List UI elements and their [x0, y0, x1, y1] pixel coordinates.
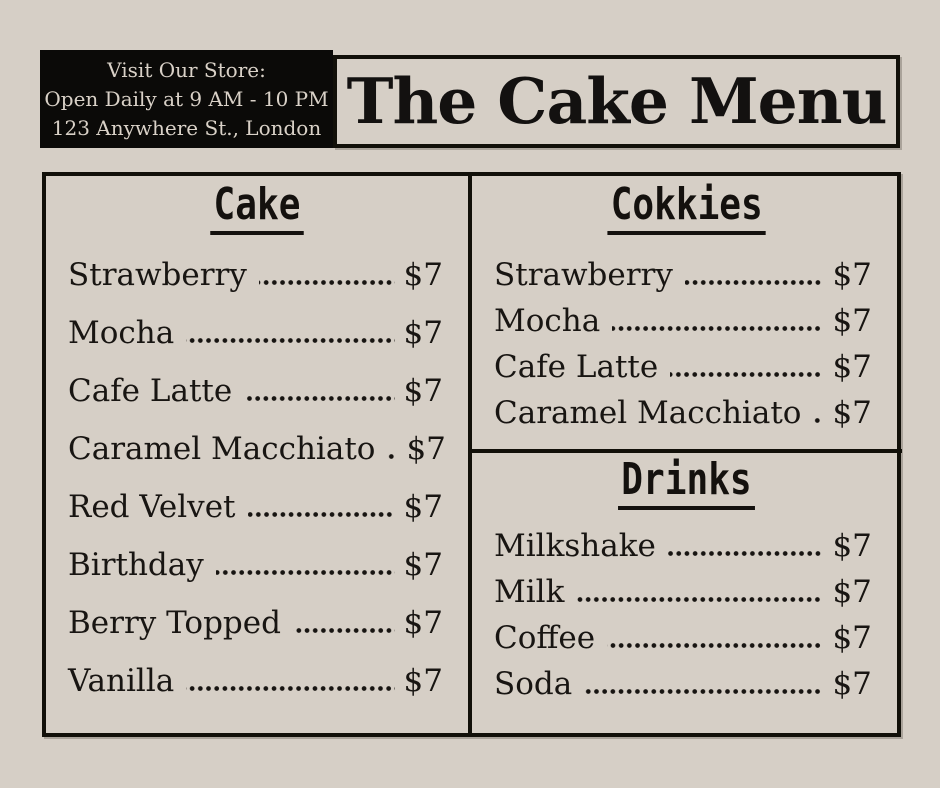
menu-item-price: $7	[832, 303, 872, 339]
menu-item-name: Milkshake	[494, 528, 656, 564]
store-info-box: Visit Our Store: Open Daily at 9 AM - 10…	[40, 50, 333, 148]
menu-item-row: Strawberry $7	[494, 259, 872, 292]
section-cake: Cake Strawberry $7 Mocha $7 Cafe Latte $…	[46, 176, 472, 733]
menu-item-row: Red Velvet $7	[68, 491, 443, 524]
dotted-leader	[186, 338, 395, 343]
title-box: The Cake Menu	[333, 55, 900, 148]
section-heading-cookies: Cokkies	[472, 183, 902, 235]
dotted-leader	[813, 418, 824, 423]
dotted-leader	[607, 643, 824, 648]
dotted-leader	[576, 597, 824, 602]
menu-item-price: $7	[403, 605, 443, 641]
menu-item-price: $7	[403, 373, 443, 409]
menu-item-row: Milkshake $7	[494, 530, 872, 563]
menu-item-name: Cafe Latte	[68, 373, 233, 409]
store-info-line: 123 Anywhere St., London	[51, 115, 322, 140]
menu-item-name: Caramel Macchiato	[494, 395, 802, 431]
dotted-leader	[292, 628, 395, 633]
menu-item-row: Milk $7	[494, 576, 872, 609]
menu-item-name: Red Velvet	[68, 489, 236, 525]
section-heading-drinks: Drinks	[472, 458, 902, 510]
store-info-line: Visit Our Store:	[107, 57, 266, 82]
menu-item-row: Birthday $7	[68, 549, 443, 582]
section-drinks: Drinks Milkshake $7 Milk $7 Coffee $7	[472, 453, 902, 733]
menu-item-price: $7	[832, 666, 872, 702]
dotted-leader	[387, 454, 398, 459]
menu-item-name: Vanilla	[68, 663, 175, 699]
dotted-leader	[670, 372, 824, 377]
cookies-item-list: Strawberry $7 Mocha $7 Cafe Latte $7 Car…	[472, 259, 902, 443]
menu-item-row: Coffee $7	[494, 622, 872, 655]
menu-item-row: Strawberry $7	[68, 259, 443, 292]
menu-item-price: $7	[403, 663, 443, 699]
menu-item-price: $7	[403, 315, 443, 351]
dotted-leader	[244, 396, 395, 401]
menu-item-price: $7	[832, 349, 872, 385]
menu-item-name: Mocha	[68, 315, 175, 351]
menu-item-row: Soda $7	[494, 668, 872, 701]
menu-item-row: Berry Topped $7	[68, 607, 443, 640]
menu-item-row: Mocha $7	[494, 305, 872, 338]
menu-item-name: Mocha	[494, 303, 601, 339]
menu-item-price: $7	[406, 431, 446, 467]
menu-item-price: $7	[832, 620, 872, 656]
menu-item-row: Cafe Latte $7	[68, 375, 443, 408]
dotted-leader	[667, 551, 824, 556]
dotted-leader	[584, 689, 824, 694]
menu-item-price: $7	[403, 489, 443, 525]
drinks-item-list: Milkshake $7 Milk $7 Coffee $7 Soda	[472, 530, 902, 714]
page-title: The Cake Menu	[346, 64, 888, 138]
menu-item-row: Cafe Latte $7	[494, 351, 872, 384]
store-info-line: Open Daily at 9 AM - 10 PM	[44, 86, 329, 111]
menu-item-name: Strawberry	[494, 257, 673, 293]
cake-item-list: Strawberry $7 Mocha $7 Cafe Latte $7 Car…	[46, 259, 468, 723]
menu-item-price: $7	[403, 547, 443, 583]
menu-board: Cake Strawberry $7 Mocha $7 Cafe Latte $…	[42, 172, 902, 737]
menu-item-name: Strawberry	[68, 257, 247, 293]
section-heading-cake: Cake	[46, 183, 468, 235]
menu-item-row: Caramel Macchiato $7	[494, 397, 872, 430]
menu-item-name: Birthday	[68, 547, 204, 583]
menu-item-name: Milk	[494, 574, 565, 610]
menu-item-price: $7	[832, 257, 872, 293]
menu-item-price: $7	[832, 528, 872, 564]
dotted-leader	[258, 280, 395, 285]
section-cookies: Cokkies Strawberry $7 Mocha $7 Cafe Latt…	[472, 176, 902, 453]
dotted-leader	[186, 686, 395, 691]
menu-item-row: Vanilla $7	[68, 665, 443, 698]
menu-item-name: Coffee	[494, 620, 596, 656]
menu-item-name: Cafe Latte	[494, 349, 659, 385]
dotted-leader	[247, 512, 395, 517]
menu-item-name: Soda	[494, 666, 573, 702]
dotted-leader	[215, 570, 395, 575]
dotted-leader	[684, 280, 824, 285]
menu-item-price: $7	[832, 395, 872, 431]
menu-item-price: $7	[403, 257, 443, 293]
menu-item-price: $7	[832, 574, 872, 610]
menu-item-row: Caramel Macchiato $7	[68, 431, 446, 467]
dotted-leader	[612, 326, 824, 331]
menu-item-name: Caramel Macchiato	[68, 431, 376, 467]
menu-item-row: Mocha $7	[68, 317, 443, 350]
menu-item-name: Berry Topped	[68, 605, 281, 641]
